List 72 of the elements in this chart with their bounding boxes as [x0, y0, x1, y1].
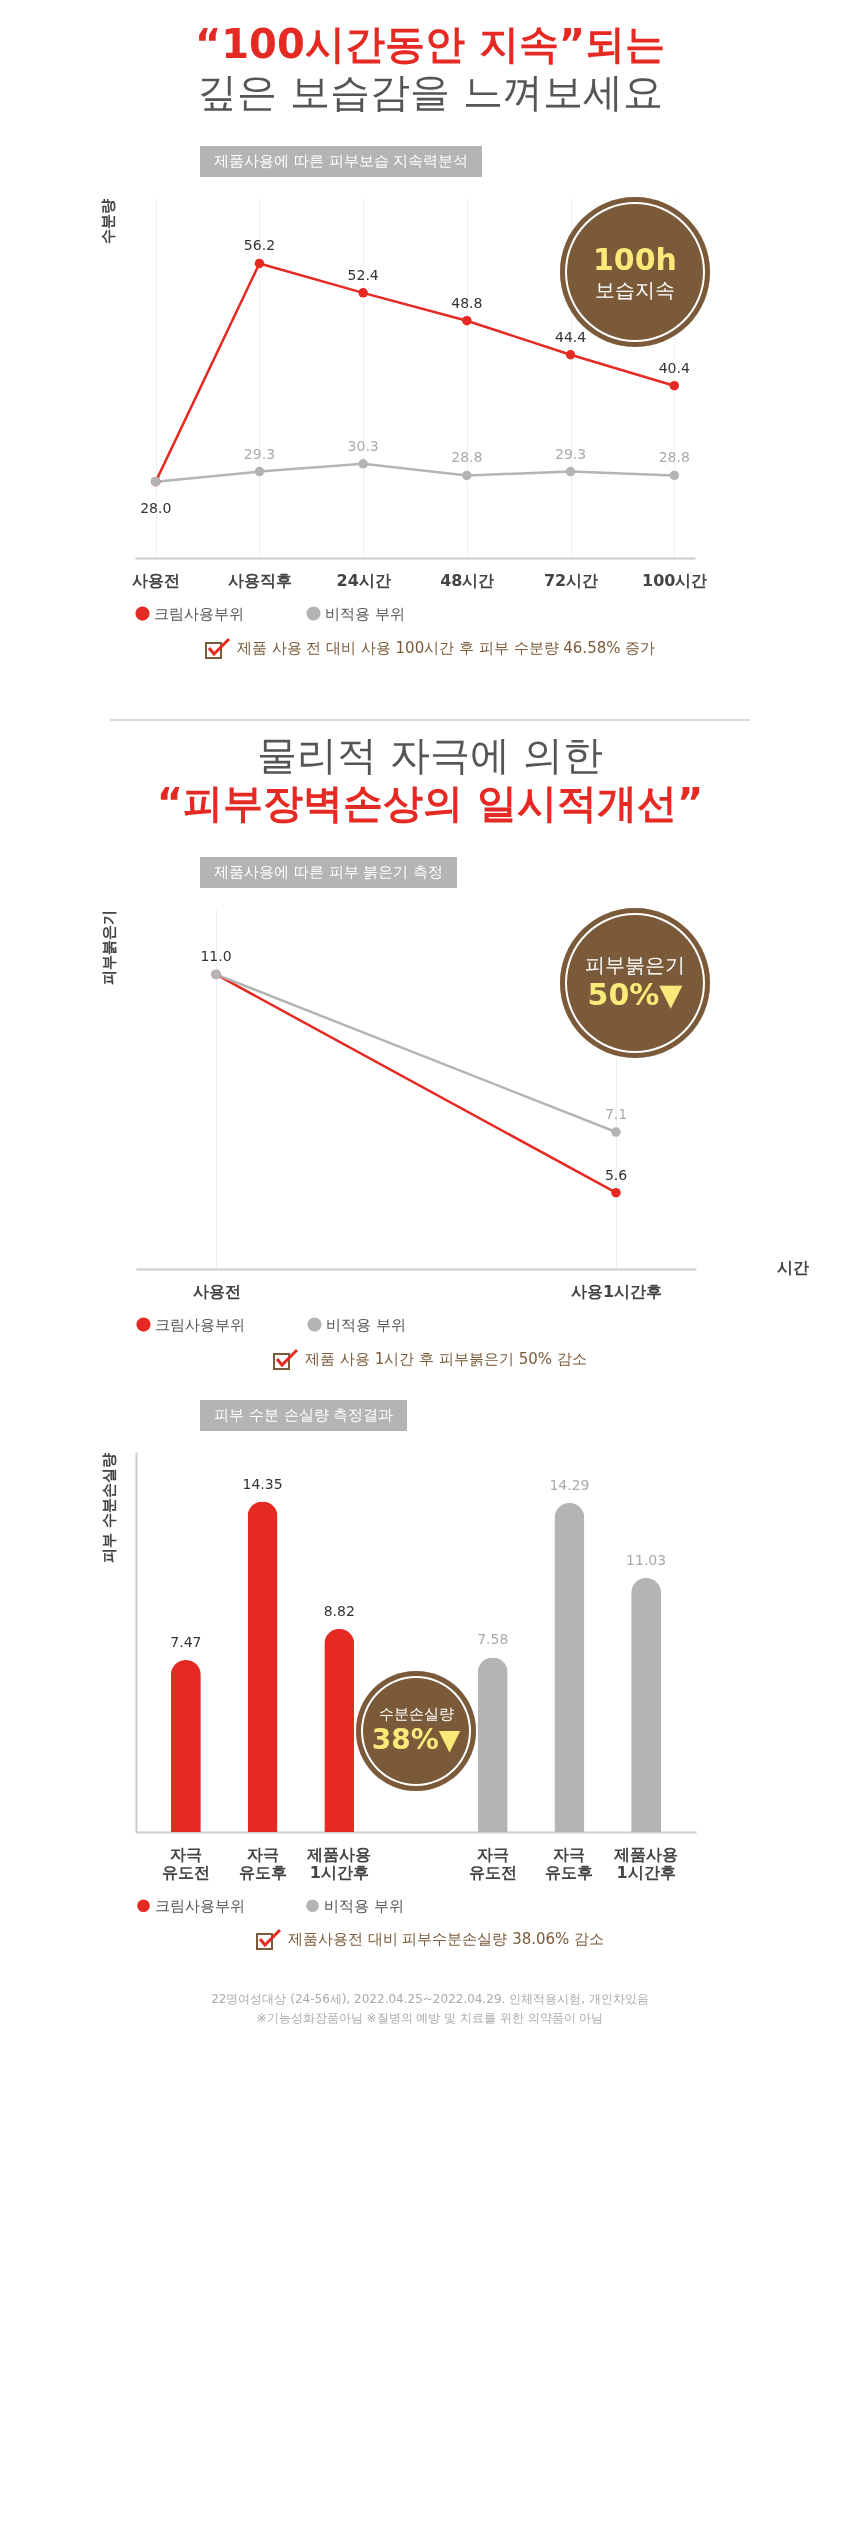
data-label: 28.8: [451, 449, 483, 466]
x-axis-title: 시간: [776, 1257, 809, 1277]
text: 제품사용전 대비 피부수분손실량 38.06% 감소: [287, 1929, 605, 1948]
data-label: 14.29: [549, 1476, 590, 1493]
x-tick-label: 사용직후: [227, 570, 292, 590]
legend-label: 크림사용부위: [155, 1315, 245, 1334]
point: [565, 350, 576, 360]
y-axis-title: 피부붉은기: [99, 909, 118, 985]
data-label: 7.1: [604, 1106, 628, 1123]
text: 제품 사용 1시간 후 피부붉은기 50% 감소: [305, 1349, 587, 1368]
chart-subtitle: 제품사용에 따른 피부 붉은기 측정: [200, 857, 458, 888]
data-label: 56.2: [243, 237, 276, 254]
point: [254, 466, 265, 477]
x-tick-label: 자극 유도전: [468, 1844, 517, 1882]
point: [462, 470, 472, 481]
x-tick-label: 사용전: [132, 570, 181, 590]
legend-label: 비적용 부위: [326, 1315, 406, 1334]
legend-label: 크림사용부위: [155, 1896, 245, 1915]
y-axis-title: 수분량: [98, 198, 117, 244]
data-label: 11.0: [200, 948, 232, 965]
bar: [554, 1502, 585, 1832]
data-label: 5.6: [604, 1166, 628, 1183]
data-label: 28.8: [658, 449, 690, 466]
point: [669, 470, 679, 481]
x-tick-label: 자극 유도후: [545, 1844, 594, 1882]
bar: [324, 1628, 355, 1832]
chart-title: “100시간동안 지속”되는 깊은 보습감을 느껴보세요: [194, 20, 666, 116]
data-label: 28.0: [140, 499, 172, 516]
bar: [247, 1501, 278, 1832]
x-tick-label: 24시간: [336, 570, 391, 590]
data-label: 40.4: [658, 359, 690, 376]
y-axis-title: 피부 수분손실량: [99, 1452, 118, 1563]
chart-title: 물리적 자극에 의한 “피부장벽손상의 일시적개선”: [155, 731, 705, 827]
data-label: 7.47: [170, 1633, 202, 1650]
text: 22명여성대상 (24-56세), 2022.04.25~2022.04.29. 인체적용시험, 개인차있음: [210, 1991, 650, 2008]
chart-subtitle: 피부 수분 손실량 측정결과: [200, 1400, 408, 1431]
legend-label: 비적용 부위: [325, 604, 405, 623]
data-label: 11.03: [626, 1552, 667, 1569]
x-tick-label: 사용1시간후: [570, 1281, 663, 1301]
annotation: 피부붉은기 50%▼: [585, 953, 685, 1013]
annotation: 100h 보습지속: [593, 242, 677, 302]
point: [565, 466, 576, 477]
x-tick-label: 자극 유도후: [238, 1844, 287, 1882]
data-label: 29.3: [554, 445, 587, 462]
x-tick-label: 72시간: [543, 570, 599, 590]
point: [358, 459, 368, 469]
x-tick-label: 제품사용 1시간후: [613, 1844, 679, 1882]
data-label: 30.3: [347, 437, 379, 454]
bar: [477, 1657, 508, 1832]
x-tick-label: 자극 유도전: [161, 1844, 210, 1882]
bar: [170, 1659, 201, 1832]
point: [358, 288, 368, 298]
point: [254, 258, 265, 269]
annotation: 수분손실량 38%▼: [371, 1705, 461, 1757]
legend-label: 크림사용부위: [154, 604, 244, 623]
data-label: 29.3: [243, 445, 276, 462]
text: 제품 사용 전 대비 사용 100시간 후 피부 수분량 46.58% 증가: [236, 638, 656, 657]
data-label: 8.82: [323, 1602, 355, 1619]
x-tick-label: 100시간: [642, 570, 708, 590]
data-label: 7.58: [477, 1631, 509, 1648]
x-tick-label: 사용전: [192, 1281, 241, 1301]
legend-label: 비적용 부위: [324, 1896, 404, 1915]
data-label: 14.35: [242, 1475, 283, 1492]
point: [669, 380, 679, 391]
x-tick-label: 제품사용 1시간후: [306, 1844, 372, 1882]
data-label: 52.4: [347, 266, 379, 283]
chart-subtitle: 제품사용에 따른 피부보습 지속력분석: [200, 146, 483, 177]
data-label: 48.8: [451, 294, 483, 311]
text: ※기능성화장품아님 ※질병의 예방 및 치료를 위한 의약품이 아님: [255, 2010, 605, 2028]
point: [462, 315, 472, 326]
bar: [631, 1578, 662, 1832]
x-tick-label: 48시간: [440, 570, 495, 590]
